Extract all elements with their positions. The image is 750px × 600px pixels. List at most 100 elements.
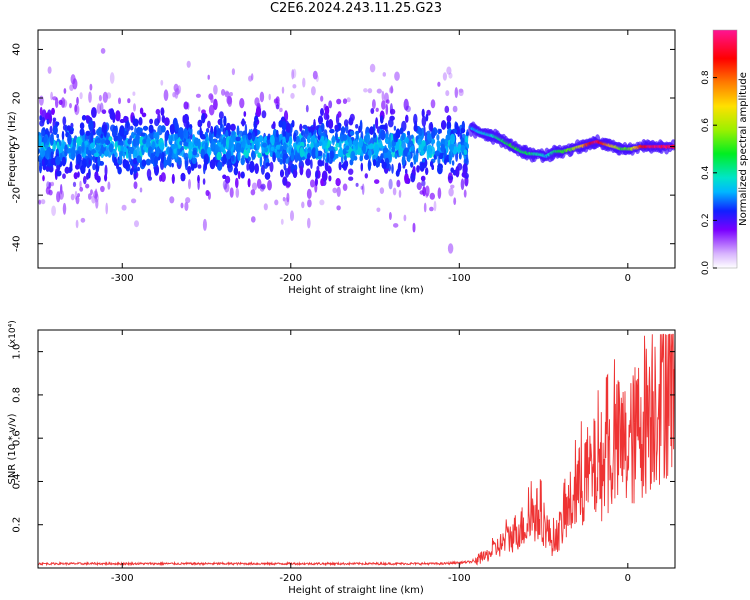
spectrogram-noise-cell bbox=[133, 181, 138, 189]
spectrogram-noise-cell bbox=[393, 125, 397, 131]
spectrogram-noise-cell bbox=[391, 146, 396, 153]
spectrogram-noise-cell bbox=[255, 141, 260, 150]
spectrogram-noise-cell bbox=[281, 120, 287, 131]
spectrogram-noise-cell bbox=[205, 190, 210, 196]
spectrogram-noise-cell bbox=[418, 144, 424, 151]
spectrogram-noise-cell bbox=[58, 99, 63, 105]
spectrogram-noise-cell bbox=[74, 104, 80, 116]
spectrogram-noise-cell bbox=[381, 161, 387, 169]
spectrogram-noise-cell bbox=[207, 191, 211, 200]
spectrogram-noise-cell bbox=[312, 70, 318, 80]
spectrogram-y-tick-label: -40 bbox=[12, 236, 23, 252]
spectrogram-noise-cell bbox=[89, 83, 93, 91]
spectrogram-noise-cell bbox=[229, 92, 233, 97]
spectrogram-noise-cell bbox=[43, 135, 48, 143]
spectrogram-noise-cell bbox=[61, 156, 66, 167]
spectrogram-noise-cell bbox=[251, 73, 254, 81]
spectrogram-noise-cell bbox=[89, 83, 93, 91]
spectrogram-noise-cell bbox=[342, 98, 348, 104]
snr-y-tick-label: 0.4 bbox=[12, 474, 23, 490]
spectrogram-noise-cell bbox=[342, 183, 348, 191]
spectrogram-noise-cell bbox=[272, 121, 276, 130]
spectrogram-noise-cell bbox=[60, 184, 63, 195]
spectrogram-noise-cell bbox=[319, 199, 325, 206]
spectrogram-noise-cell bbox=[233, 167, 239, 176]
spectrogram-noise-cell bbox=[259, 155, 263, 167]
spectrogram-noise-cell bbox=[317, 159, 322, 166]
spectrogram-noise-cell bbox=[240, 157, 245, 166]
spectrogram-noise-cell bbox=[94, 171, 99, 180]
spectrogram-noise-cell bbox=[285, 181, 291, 188]
spectrogram-noise-cell bbox=[116, 162, 119, 170]
spectrogram-noise-cell bbox=[81, 141, 85, 153]
spectrogram-noise-cell bbox=[389, 103, 393, 115]
spectrogram-noise-cell bbox=[127, 138, 132, 145]
spectrogram-noise-cell bbox=[370, 108, 375, 114]
spectrogram-noise-cell bbox=[225, 175, 231, 184]
spectrogram-noise-cell bbox=[283, 163, 287, 171]
spectrogram-noise-cell bbox=[300, 130, 304, 136]
spectrogram-noise-cell bbox=[460, 178, 465, 191]
spectrogram-noise-cell bbox=[88, 193, 92, 200]
spectrogram-noise-cell bbox=[293, 132, 297, 143]
spectrogram-noise-cell bbox=[260, 183, 266, 190]
spectrogram-noise-cell bbox=[373, 159, 377, 167]
spectrogram-noise-cell bbox=[425, 192, 429, 198]
spectrogram-noise-cell bbox=[123, 116, 129, 122]
spectrogram-noise-cell bbox=[405, 105, 411, 113]
spectrogram-noise-cell bbox=[450, 184, 455, 189]
spectrogram-noise-cell bbox=[48, 189, 53, 196]
spectrogram-noise-cell bbox=[310, 159, 313, 170]
spectrogram-noise-cell bbox=[177, 85, 182, 94]
spectrogram-y-tick-label: 0 bbox=[12, 143, 23, 149]
spectrogram-noise-cell bbox=[264, 172, 271, 180]
spectrogram-noise-cell bbox=[210, 94, 214, 104]
colorbar-tick-label: 0.2 bbox=[701, 213, 711, 227]
spectrogram-noise-cell bbox=[41, 117, 45, 124]
spectrogram-noise-cell bbox=[388, 87, 394, 94]
spectrogram-noise-cell bbox=[444, 158, 447, 166]
spectrogram-noise-cell bbox=[420, 162, 425, 171]
spectrogram-noise-cell bbox=[394, 71, 400, 81]
spectrogram-noise-cell bbox=[197, 120, 201, 127]
spectrogram-noise-cell bbox=[47, 66, 52, 74]
spectrogram-noise-cell bbox=[64, 166, 70, 174]
spectrogram-noise-cell bbox=[389, 103, 393, 115]
spectrogram-noise-cell bbox=[38, 135, 42, 147]
spectrogram-noise-cell bbox=[231, 68, 235, 76]
spectrogram-noise-cell bbox=[328, 100, 333, 109]
spectrogram-noise-cell bbox=[48, 189, 53, 196]
spectrogram-noise-cell bbox=[416, 182, 422, 191]
spectrogram-noise-cell bbox=[44, 149, 50, 159]
spectrogram-noise-cell bbox=[260, 183, 266, 190]
spectrogram-noise-cell bbox=[336, 205, 341, 211]
spectrogram-noise-cell bbox=[314, 177, 318, 187]
spectrogram-noise-cell bbox=[76, 96, 79, 106]
spectrogram-noise-cell bbox=[169, 146, 173, 157]
spectrogram-noise-cell bbox=[385, 103, 389, 115]
spectrogram-noise-cell bbox=[186, 130, 189, 139]
spectrogram-noise-cell bbox=[381, 100, 386, 110]
spectrogram-noise-cell bbox=[416, 165, 420, 173]
spectrogram-noise-cell bbox=[172, 144, 177, 149]
spectrogram-noise-cell bbox=[336, 186, 341, 197]
spectrogram-noise-cell bbox=[58, 99, 63, 105]
spectrogram-noise-cell bbox=[306, 188, 312, 199]
spectrogram-noise-cell bbox=[383, 92, 389, 103]
spectrogram-noise-cell bbox=[85, 183, 90, 189]
spectrogram-noise-cell bbox=[388, 150, 392, 161]
spectrogram-noise-cell bbox=[342, 147, 347, 156]
spectrogram-noise-cell bbox=[254, 163, 259, 175]
spectrogram-noise-cell bbox=[451, 160, 455, 166]
spectrogram-noise-cell bbox=[56, 191, 61, 203]
spectrogram-noise-cell bbox=[429, 192, 435, 200]
spectrogram-noise-cell bbox=[346, 97, 351, 103]
spectrogram-noise-cell bbox=[113, 126, 118, 131]
spectrogram-noise-cell bbox=[86, 147, 89, 155]
spectrogram-noise-cell bbox=[428, 147, 432, 158]
spectrogram-noise-cell bbox=[266, 135, 271, 140]
spectrogram-noise-cell bbox=[133, 168, 138, 174]
spectrogram-noise-cell bbox=[369, 126, 374, 135]
spectrogram-noise-cell bbox=[227, 96, 233, 107]
spectrogram-noise-cell bbox=[397, 162, 402, 173]
